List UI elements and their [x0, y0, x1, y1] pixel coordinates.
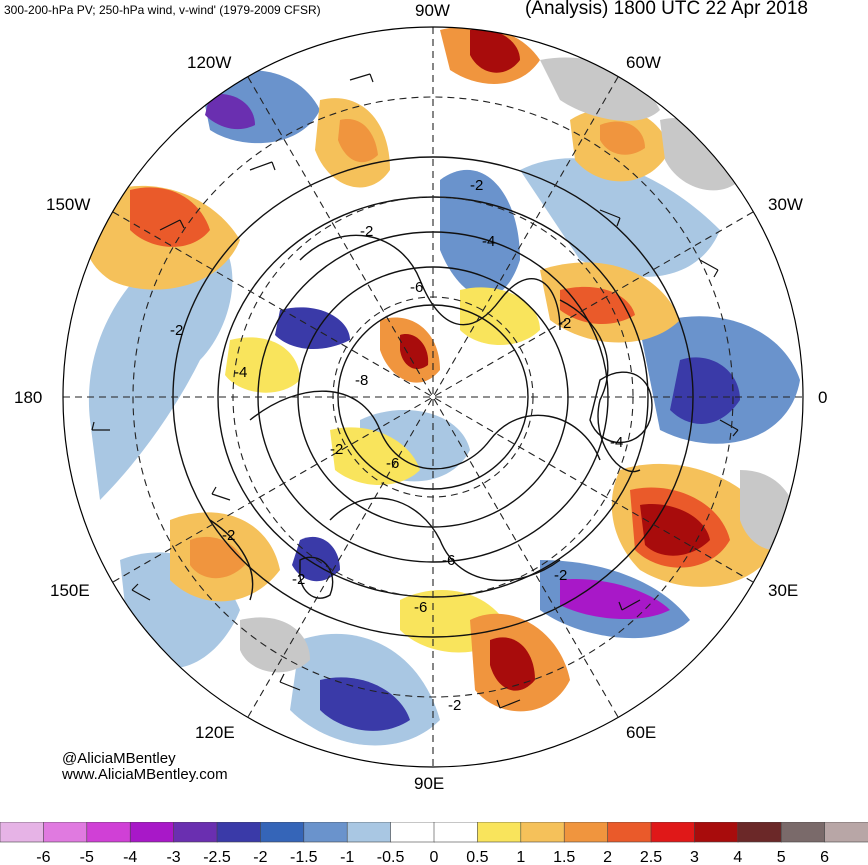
colorbar-tick-label: 0 [430, 849, 439, 865]
colorbar-tick-label: 4 [733, 849, 742, 865]
colorbar-tick-label: -1.5 [290, 849, 318, 865]
pv-shading [84, 27, 800, 746]
colorbar-swatch [260, 822, 305, 843]
header-right-title: (Analysis) 1800 UTC 22 Apr 2018 [524, 0, 808, 19]
colorbar-tick-label: 1 [516, 849, 525, 865]
lon-label-150w: 150W [46, 195, 90, 214]
lon-label-90e: 90E [414, 774, 444, 793]
colorbar-tick-label: -2.5 [203, 849, 231, 865]
lon-label-30e: 30E [768, 581, 798, 600]
contour-label: -6 [386, 455, 399, 472]
colorbar: -6 -5 -4 -3 -2.5 -2 -1.5 -1 -0.5 0 0.5 1 1.5 2 2.5 3 4 5 6 [0, 822, 868, 865]
colorbar-tick-label: 2.5 [640, 849, 662, 865]
colorbar-swatch [0, 822, 45, 843]
map-border [62, 26, 804, 768]
lon-label-120w: 120W [187, 53, 231, 72]
lon-label-120e: 120E [195, 723, 235, 742]
colorbar-swatch [43, 822, 88, 843]
contour-label: -8 [355, 372, 368, 389]
colorbar-tick-label: -3 [166, 849, 180, 865]
contour-label: -4 [482, 233, 495, 250]
colorbar-swatch [520, 822, 565, 843]
contour-label-group: -2 -4 -6 -8 -6 -2 -2 -6 -4 -2 -2 -2 -6 -… [170, 177, 623, 714]
contour-label: -6 [414, 599, 427, 616]
colorbar-swatch [780, 822, 826, 843]
colorbar-tick-label: -6 [36, 849, 50, 865]
colorbar-tick-label: -1 [340, 849, 354, 865]
colorbar-tick-label: -4 [123, 849, 137, 865]
contour-label: -2 [558, 315, 571, 332]
colorbar-swatch [390, 822, 435, 843]
graticule [63, 27, 803, 767]
colorbar-ticks: -6 -5 -4 -3 -2.5 -2 -1.5 -1 -0.5 0 0.5 1 1.5 2 2.5 3 4 5 6 [36, 849, 829, 865]
colorbar-swatch [303, 822, 348, 843]
contour-label: -2 [222, 527, 235, 544]
colorbar-tick-label: 1.5 [553, 849, 575, 865]
colorbar-swatch [216, 822, 262, 843]
colorbar-tick-label: 2 [603, 849, 612, 865]
lon-label-30w: 30W [768, 195, 803, 214]
colorbar-swatch [694, 822, 739, 843]
contour-label: -6 [410, 279, 423, 296]
lon-label-60w: 60W [626, 53, 661, 72]
lon-label-180: 180 [14, 388, 42, 407]
colorbar-tick-label: -2 [253, 849, 267, 865]
contour-label: -2 [292, 571, 305, 588]
colorbar-tick-label: 6 [820, 849, 829, 865]
colorbar-swatch [173, 822, 218, 843]
credit-website: www.AliciaMBentley.com [62, 766, 228, 783]
contour-label: -2 [470, 177, 483, 194]
wind-barbs [91, 73, 739, 709]
contour-label: -4 [610, 434, 623, 451]
colorbar-tick-label: 0.5 [466, 849, 488, 865]
contour-label: -2 [448, 697, 461, 714]
colorbar-swatch [824, 822, 868, 843]
lon-label-60e: 60E [626, 723, 656, 742]
contour-label: -2 [554, 567, 567, 584]
contour-label: -6 [442, 552, 455, 569]
contour-label: -2 [330, 441, 343, 458]
contour-label: -4 [234, 364, 247, 381]
colorbar-swatches [0, 822, 868, 843]
colorbar-tick-label: -0.5 [377, 849, 405, 865]
contour-label: -2 [360, 223, 373, 240]
colorbar-swatch [433, 822, 479, 843]
colorbar-swatch [607, 822, 652, 843]
colorbar-swatch [346, 822, 392, 843]
contour-label: -2 [170, 322, 183, 339]
colorbar-swatch [563, 822, 609, 843]
lon-label-0: 0 [818, 388, 827, 407]
colorbar-tick-label: -5 [80, 849, 94, 865]
colorbar-tick-label: 5 [777, 849, 786, 865]
colorbar-swatch [129, 822, 175, 843]
header-left-title: 300-200-hPa PV; 250-hPa wind, v-wind' (1… [4, 3, 321, 17]
colorbar-swatch [650, 822, 696, 843]
colorbar-swatch [86, 822, 132, 843]
colorbar-swatch [477, 822, 522, 843]
polar-map: -2 -4 -6 -8 -6 -2 -2 -6 -4 -2 -2 -2 -6 -… [14, 1, 827, 793]
lon-label-150e: 150E [50, 581, 90, 600]
credit-handle: @AliciaMBentley [62, 750, 176, 767]
colorbar-tick-label: 3 [690, 849, 699, 865]
lon-label-90w: 90W [415, 1, 450, 20]
colorbar-swatch [737, 822, 782, 843]
